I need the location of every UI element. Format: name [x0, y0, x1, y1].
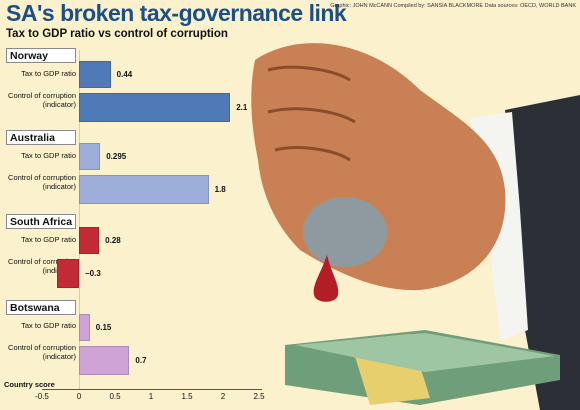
- value-label: 0.7: [135, 355, 147, 365]
- x-axis-title: Country score: [4, 380, 55, 389]
- page-title: SA's broken tax-governance link: [6, 0, 347, 26]
- fingers-outline: [267, 65, 356, 162]
- bar-norway-tax: [79, 61, 111, 88]
- bar-south-africa-corruption: [57, 259, 79, 288]
- bar-south-africa-tax: [79, 227, 100, 254]
- value-label: −0.3: [85, 268, 101, 278]
- credits: Graphic: JOHN McCANN Compiled by: SANSIA…: [330, 3, 576, 9]
- country-label-norway: Norway: [6, 48, 76, 63]
- zero-gridline: [79, 50, 80, 389]
- value-label: 0.295: [106, 151, 127, 161]
- bar-label: Tax to GDP ratio: [21, 151, 76, 160]
- stone-icon: [303, 197, 387, 267]
- bar-label: Tax to GDP ratio: [21, 235, 76, 244]
- x-tick-label: 1: [148, 392, 154, 401]
- value-label: 0.15: [95, 322, 112, 332]
- bar-label: Tax to GDP ratio: [21, 69, 76, 78]
- bar-label: Control of corruption (indicator): [8, 343, 76, 361]
- suit-sleeve: [505, 95, 580, 410]
- x-tick-label: 2: [220, 392, 226, 401]
- bar-botswana-tax: [79, 314, 90, 341]
- country-label-botswana: Botswana: [6, 300, 76, 315]
- country-label-australia: Australia: [6, 130, 76, 145]
- value-label: 1.8: [214, 184, 226, 194]
- bar-label: Control of corruption (indicator): [8, 91, 76, 109]
- chart-subtitle: Tax to GDP ratio vs control of corruptio…: [6, 28, 228, 40]
- bar-label: Tax to GDP ratio: [21, 321, 76, 330]
- x-axis: [42, 389, 262, 390]
- value-label: 0.28: [105, 235, 121, 245]
- x-tick-label: 0.5: [109, 392, 121, 401]
- bar-australia-corruption: [79, 175, 209, 204]
- blood-drop-icon: [313, 255, 339, 302]
- x-tick-label: 2.5: [253, 392, 265, 401]
- x-tick-label: 0: [76, 392, 82, 401]
- bar-australia-tax: [79, 143, 101, 170]
- banknote-top: [295, 333, 555, 372]
- bar-norway-corruption: [79, 93, 231, 122]
- bar-botswana-corruption: [79, 346, 130, 375]
- value-label: 2.1: [236, 102, 248, 112]
- country-label-south-africa: South Africa: [6, 214, 76, 229]
- bar-label: Control of corruption (indicator): [8, 173, 76, 191]
- x-tick-label: -0.5: [35, 392, 49, 401]
- value-label: 0.44: [116, 69, 133, 79]
- x-tick-label: 1.5: [181, 392, 193, 401]
